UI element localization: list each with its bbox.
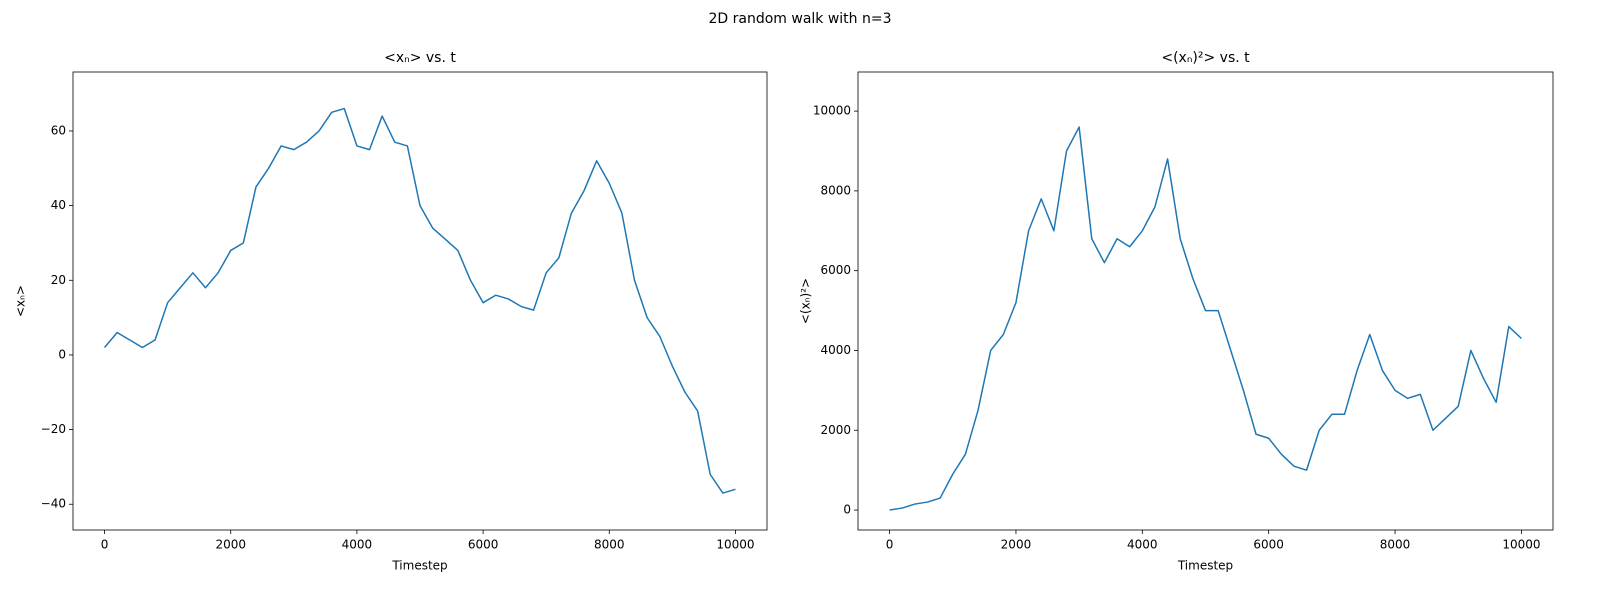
y-tick-label: 0: [58, 347, 66, 361]
x-tick-label: 4000: [1127, 538, 1158, 552]
y-tick-label: 60: [51, 123, 66, 137]
y-tick-label: 4000: [820, 343, 851, 357]
axes-title: <(xₙ)²> vs. t: [1161, 50, 1250, 66]
x-tick-label: 10000: [1502, 538, 1540, 552]
y-tick-label: 8000: [820, 183, 851, 197]
axes-frame: [857, 71, 1554, 531]
y-tick-label: −40: [41, 497, 66, 511]
y-tick-label: 2000: [820, 423, 851, 437]
y-axis-label: <xₙ>: [14, 285, 28, 317]
x-axis-label: Timestep: [1177, 559, 1233, 573]
data-line: [103, 107, 736, 494]
x-tick-label: 0: [886, 538, 894, 552]
x-tick-label: 6000: [468, 538, 499, 552]
x-tick-label: 8000: [1380, 538, 1411, 552]
figure-title: 2D random walk with n=3: [708, 11, 891, 27]
y-tick-label: 40: [51, 198, 66, 212]
y-axis-label: <(xₙ)²>: [799, 278, 813, 324]
x-tick-label: 4000: [342, 538, 373, 552]
x-tick-label: 6000: [1253, 538, 1284, 552]
y-tick-label: 0: [843, 503, 851, 517]
x-tick-label: 10000: [716, 538, 754, 552]
axes-title: <xₙ> vs. t: [384, 50, 456, 66]
y-tick-label: 10000: [813, 104, 851, 118]
x-tick-label: 8000: [594, 538, 625, 552]
axes-frame: [72, 71, 768, 531]
data-line: [889, 126, 1522, 511]
x-axis-label: Timestep: [391, 559, 447, 573]
x-tick-label: 2000: [215, 538, 246, 552]
x-tick-label: 0: [101, 538, 109, 552]
y-tick-label: 6000: [820, 263, 851, 277]
y-tick-label: −20: [41, 422, 66, 436]
y-tick-label: 20: [51, 273, 66, 287]
x-tick-label: 2000: [1001, 538, 1032, 552]
